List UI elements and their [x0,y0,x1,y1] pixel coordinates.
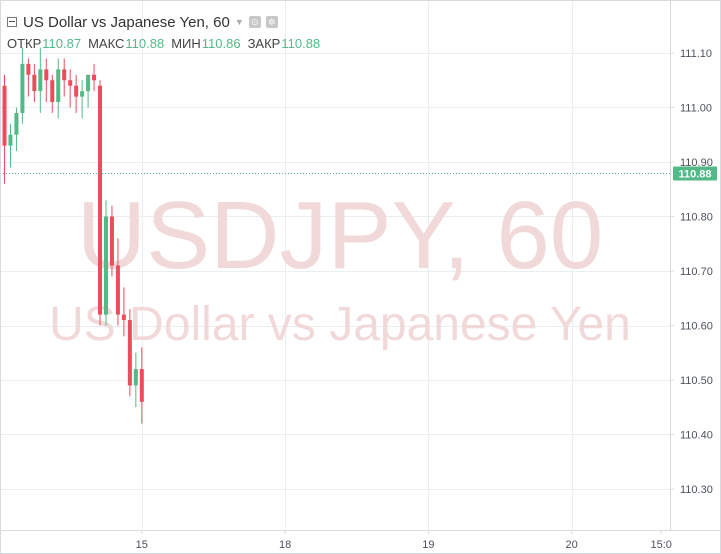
last-price-tag: 110.88 [673,166,717,181]
candle [38,47,43,113]
high-value: 110.88 [125,35,165,51]
price-tick-label: 110.30 [680,484,713,496]
close-value: 110.88 [281,35,321,51]
time-tick-label: 15:0 [650,539,671,551]
gear-icon[interactable]: ✲ [265,16,278,28]
candle [103,200,108,326]
symbol-title[interactable]: US Dollar vs Japanese Yen, 60 [23,13,230,31]
candle [2,74,7,184]
chart-legend: US Dollar vs Japanese Yen, 60 ▼ ⊙ ✲ ОТКР… [7,12,327,52]
candle [32,63,37,103]
time-tick-label: 19 [422,539,434,551]
candle [56,58,61,119]
time-tick-label: 18 [279,539,291,551]
candle [115,238,120,326]
settings-icon[interactable]: ⊙ [248,16,261,28]
price-tick-label: 110.80 [680,212,713,224]
price-tick-label: 110.40 [680,430,713,442]
high-label: МАКС [88,35,125,51]
candle [139,347,144,424]
grid-lines [0,0,670,530]
candle [44,58,49,103]
price-axis[interactable]: 111.10 111.00 110.90 110.80 110.70 110.60 110.… [670,48,713,496]
chevron-down-icon[interactable]: ▼ [234,17,244,27]
candle [26,58,31,97]
low-value: 110.86 [201,35,241,51]
time-tick-label: 15 [136,539,148,551]
candle [127,309,132,397]
candle [62,58,67,97]
last-price-label: 110.88 [678,169,711,181]
candle [74,74,79,113]
candle [98,80,103,326]
candle [50,74,55,113]
price-tick-label: 110.70 [680,266,713,278]
collapse-icon[interactable] [7,17,17,27]
low-label: МИН [171,35,201,51]
candle [20,47,25,124]
candle [121,287,126,337]
open-label: ОТКР [7,35,42,51]
price-tick-label: 111.00 [680,103,712,115]
ohlc-values: ОТКР 110.87 МАКС 110.88 МИН 110.86 ЗАКР … [7,34,327,52]
time-axis[interactable]: 15 18 19 20 15:0 [136,530,672,551]
candle [8,123,13,168]
watermark-name: US Dollar vs Japanese Yen [49,298,631,351]
candle [14,107,19,152]
time-tick-label: 20 [566,539,578,551]
candle [80,80,85,119]
open-value: 110.87 [42,35,82,51]
price-tick-label: 111.10 [680,48,712,60]
candles [2,47,144,424]
candle [92,63,97,92]
price-tick-label: 110.60 [680,321,713,333]
price-tick-label: 110.90 [680,157,713,169]
candle [86,74,91,108]
close-label: ЗАКР [247,35,281,51]
watermark: USDJPY, 60 US Dollar vs Japanese Yen [49,182,631,351]
candle [68,69,73,108]
price-tick-label: 110.50 [680,375,713,387]
candle [133,352,138,408]
watermark-symbol: USDJPY, 60 [77,182,604,289]
candle [109,205,114,277]
